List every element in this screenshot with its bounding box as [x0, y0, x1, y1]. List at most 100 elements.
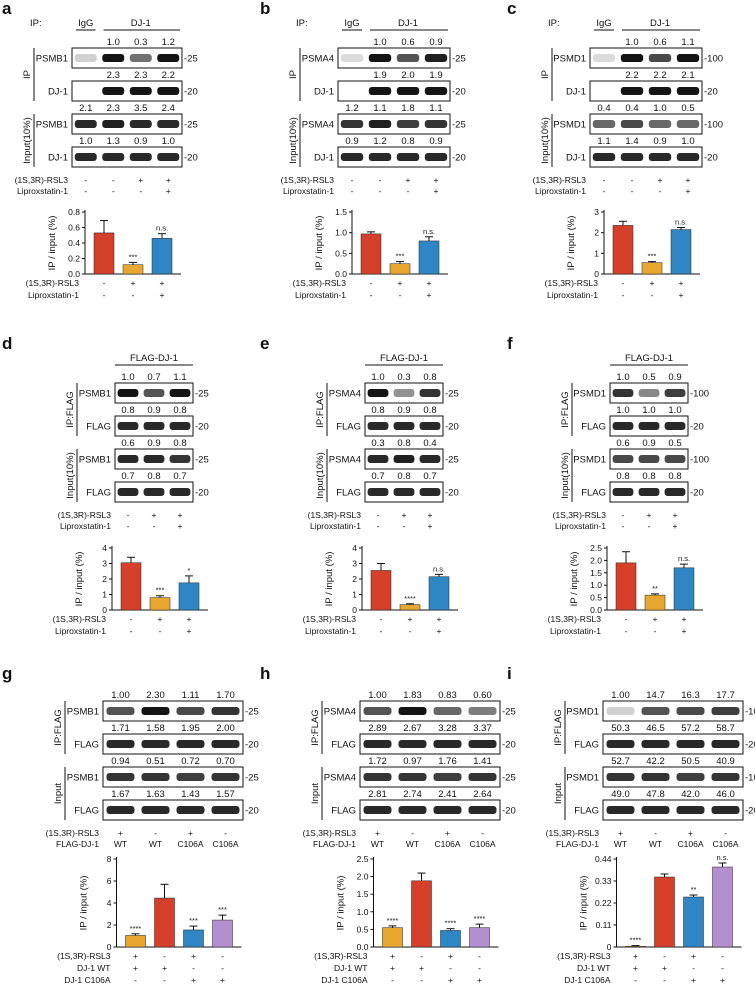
condition-label: (1S,3R)-RSL3: [548, 614, 602, 624]
blot-frame: [602, 799, 744, 821]
condition-sign: +: [160, 278, 165, 288]
treatment-sign: +: [658, 175, 663, 185]
quant-value: 1.0: [79, 136, 92, 147]
condition-label: DJ-1 WT: [77, 963, 111, 973]
y-tick-label: 1.0: [590, 580, 602, 590]
condition-sign: -: [625, 626, 628, 636]
quant-value: 1.0: [121, 372, 134, 383]
condition-sign: -: [420, 951, 423, 961]
protein-label: PSMA4: [302, 120, 334, 131]
band: [641, 773, 670, 781]
treatment-sign: +: [166, 175, 171, 185]
treatment-sign: +: [178, 521, 183, 531]
condition-sign: +: [419, 963, 424, 973]
quant-value: 1.57: [216, 789, 235, 800]
protein-label: PSMB1: [67, 773, 99, 784]
y-axis-label: IP / input (%): [314, 216, 325, 271]
treatment-sign: C106A: [213, 839, 239, 849]
band: [143, 389, 165, 397]
band: [106, 707, 135, 715]
band: [141, 740, 170, 748]
band: [606, 806, 635, 814]
quant-value: 0.60: [473, 690, 492, 701]
blot-frame: [71, 113, 183, 135]
condition-sign: +: [158, 614, 163, 624]
treatment-label: (1S,3R)-RSL3: [533, 175, 587, 185]
treatment-sign: +: [178, 510, 183, 520]
band: [396, 54, 420, 62]
igg-label: IgG: [596, 18, 611, 29]
mw-marker: -20: [245, 806, 259, 817]
bar: [360, 233, 382, 275]
quant-value: 0.6: [616, 438, 629, 449]
y-tick-label: 0.0: [357, 942, 369, 952]
significance-label: n.s.: [675, 218, 687, 227]
protein-label: PSMB1: [36, 54, 68, 65]
input-bracket-label: Input(10%): [540, 117, 551, 163]
treatment-label: (1S,3R)-RSL3: [303, 828, 357, 838]
quant-value: 42.0: [681, 789, 700, 800]
quant-value: 0.7: [121, 471, 134, 482]
mw-marker: -100: [704, 120, 723, 131]
protein-label: FLAG: [336, 488, 361, 499]
significance-label: ****: [630, 936, 642, 945]
quant-value: 1.00: [111, 690, 130, 701]
quant-value: 2.2: [162, 70, 175, 81]
bar: [612, 225, 634, 275]
treatment-sign: -: [648, 521, 651, 531]
treatment-sign: -: [154, 828, 157, 838]
condition-sign: +: [437, 626, 442, 636]
band: [419, 488, 441, 496]
mw-marker: -20: [690, 422, 704, 433]
condition-label: (1S,3R)-RSL3: [53, 614, 107, 624]
treatment-label: (1S,3R)-RSL3: [281, 175, 335, 185]
treatment-sign: WT: [114, 839, 127, 849]
condition-label: (1S,3R)-RSL3: [303, 614, 357, 624]
condition-sign: -: [163, 951, 166, 961]
treatment-sign: -: [139, 186, 142, 196]
band: [393, 422, 415, 430]
blot-frame: [102, 766, 244, 788]
quant-value: 1.43: [181, 789, 200, 800]
blot-row-e_ip_psma4: 1.0 0.3 0.8 PSMA4 -25 0.8 0.9 0.8: [329, 372, 459, 416]
condition-sign: -: [420, 975, 423, 985]
quant-value: 1.0: [668, 405, 681, 416]
significance-label: n.s.: [716, 853, 728, 862]
band: [102, 87, 125, 95]
input-bracket-label: Input(10%): [22, 117, 33, 163]
band: [169, 389, 191, 397]
quant-value: 1.1: [429, 103, 442, 114]
treatment-sign: -: [631, 175, 634, 185]
blot-row-b_ip_dj1: DJ-1 -20 1.2 1.1 1.8 1.1: [314, 80, 466, 114]
protein-label: PSMA4: [302, 54, 334, 65]
mw-marker: -25: [452, 54, 466, 65]
significance-label: ***: [396, 252, 405, 261]
quant-value: 1.11: [182, 690, 200, 701]
y-tick-label: 0: [107, 942, 112, 952]
significance-label: ***: [156, 586, 165, 595]
quant-value: 0.9: [134, 136, 147, 147]
significance-label: ****: [474, 914, 486, 923]
quant-value: 0.9: [147, 438, 160, 449]
quant-value: 1.2: [373, 136, 386, 147]
condition-sign: -: [622, 290, 625, 300]
ip-bracket-label: IP: [288, 70, 299, 79]
band: [367, 389, 389, 397]
treatment-label: (1S,3R)-RSL3: [546, 828, 600, 838]
y-tick-label: 4: [107, 898, 112, 908]
protein-label: PSMB1: [79, 389, 111, 400]
treatment-sign: -: [127, 510, 130, 520]
significance-label: ****: [404, 594, 416, 603]
y-axis-label: IP / input (%): [566, 216, 577, 271]
band: [641, 806, 670, 814]
y-tick-label: 0.22: [595, 898, 612, 908]
band: [143, 455, 165, 463]
treatment-label: Liproxstatin-1: [555, 521, 606, 531]
y-tick-label: 2: [102, 574, 107, 584]
y-axis-label: IP / input (%): [324, 552, 335, 607]
condition-label: (1S,3R)-RSL3: [293, 278, 347, 288]
mw-marker: -20: [704, 153, 718, 164]
treatment-sign: +: [673, 521, 678, 531]
condition-sign: +: [682, 614, 687, 624]
